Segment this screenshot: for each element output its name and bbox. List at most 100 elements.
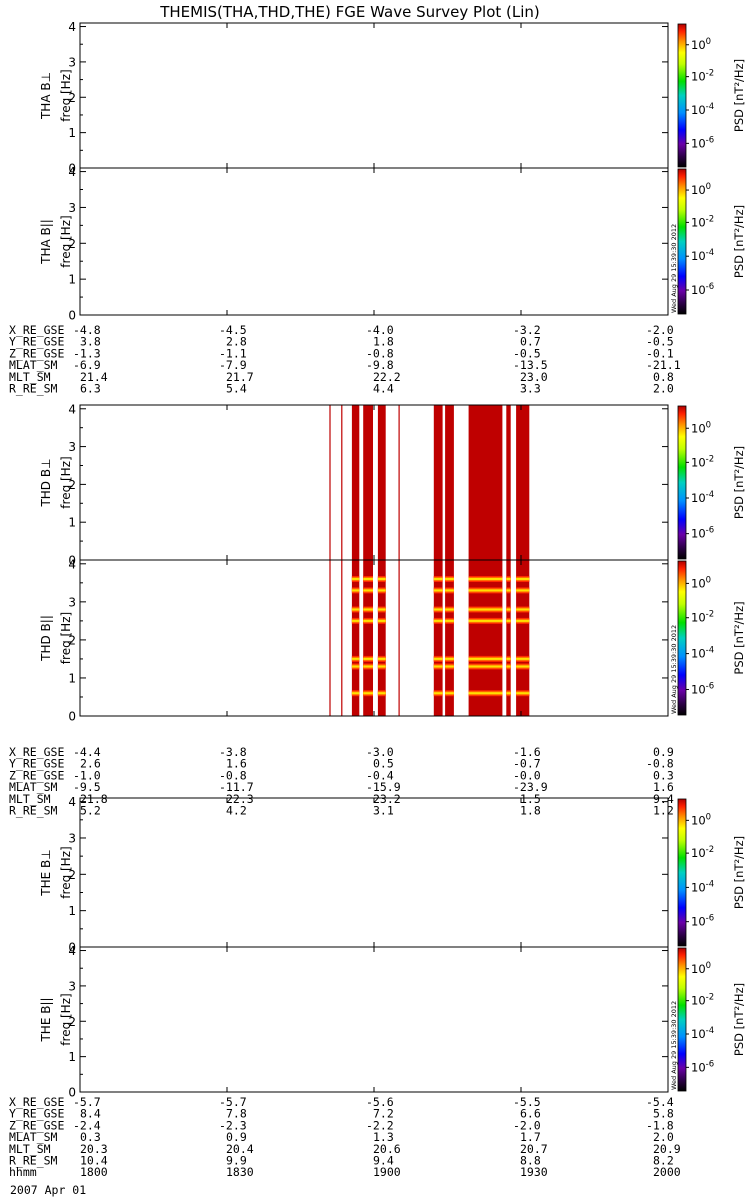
orbit-value: -2.0	[513, 1118, 541, 1132]
orbit-row-label: MLAT_SM	[9, 358, 58, 372]
harmonic-line	[506, 608, 511, 611]
harmonic-line	[445, 619, 454, 622]
harmonic-line	[468, 608, 503, 611]
y-axis-label: freq [Hz]	[59, 69, 73, 121]
harmonic-line	[468, 578, 503, 580]
colorbar-tick-label: 10-4	[691, 879, 714, 894]
spectrogram-panel-thd-par: 0 1 2 3 4 THD B|| freq [Hz] 100 10-2 10-4 10-6 PSD …	[39, 557, 746, 723]
orbit-value: 3.8	[80, 335, 101, 349]
panel-frame	[79, 404, 669, 561]
orbit-value: -3.0	[366, 745, 394, 759]
y-tick-label: 4	[68, 944, 76, 958]
harmonic-line	[506, 665, 511, 668]
y-tick-label: 3	[68, 440, 76, 454]
orbit-value: 20.3	[80, 1142, 108, 1156]
harmonic-line	[445, 578, 454, 580]
orbit-value: -9.8	[366, 358, 394, 372]
orbit-value: 8.4	[80, 1107, 101, 1121]
orbit-value: -0.8	[219, 768, 247, 782]
burst-band	[445, 560, 454, 716]
spectrogram-panels: 0 1 2 3 4 THA B⊥ freq [Hz] 100 10-2 10-4 10-6 PSD […	[39, 20, 746, 1099]
y-tick-label: 4	[68, 402, 76, 416]
orbit-value: -6.9	[73, 358, 101, 372]
burst-band	[398, 560, 400, 716]
orbit-value: -1.3	[73, 346, 101, 360]
orbit-value: 8.8	[520, 1154, 541, 1168]
orbit-value: 21.8	[80, 792, 108, 806]
orbit-value: -5.7	[73, 1095, 101, 1109]
orbit-value: -21.1	[646, 358, 681, 372]
colorbar-tick-label: 100	[691, 812, 711, 827]
colorbar-tick-label: 10-4	[691, 1026, 714, 1041]
harmonic-line	[506, 657, 511, 660]
orbit-value: -1.1	[219, 346, 247, 360]
orbit-value: -2.2	[366, 1118, 394, 1132]
burst-band	[351, 560, 360, 716]
orbit-row-label: R_RE_SM	[9, 804, 58, 818]
colorbar-tick-label: 10-4	[691, 248, 714, 263]
panel-frame	[79, 22, 669, 169]
y-tick-label: 2	[68, 868, 76, 882]
orbit-value: 22.2	[373, 370, 401, 384]
orbit-value: -15.9	[366, 780, 401, 794]
orbit-value: -4.5	[219, 323, 247, 337]
burst-band	[398, 405, 400, 560]
orbit-value: 1930	[520, 1165, 548, 1179]
panel-label: THA B⊥	[39, 72, 53, 120]
harmonic-line	[377, 619, 386, 622]
harmonic-line	[468, 589, 503, 592]
spectrogram-panel-tha-perp: 0 1 2 3 4 THA B⊥ freq [Hz] 100 10-2 10-4 10-6 PSD […	[39, 20, 746, 175]
panel-frame	[79, 559, 669, 717]
orbit-value: 1800	[80, 1165, 108, 1179]
orbit-value: -5.7	[219, 1095, 247, 1109]
harmonic-line	[445, 692, 454, 695]
orbit-value: 7.8	[226, 1107, 247, 1121]
colorbar-tick-label: 10-6	[691, 681, 714, 696]
y-tick-label: 1	[68, 126, 76, 140]
orbit-row-label: hhmm	[9, 1165, 37, 1179]
orbit-value: -2.3	[219, 1118, 247, 1132]
panel-frame	[79, 797, 669, 948]
orbit-row-label: MLAT_SM	[9, 780, 58, 794]
orbit-value: -1.0	[73, 768, 101, 782]
colorbar-label: PSD [nT²/Hz]	[732, 601, 746, 674]
burst-band	[468, 560, 503, 716]
y-axis-label: freq [Hz]	[59, 846, 73, 898]
orbit-value: 3.3	[520, 382, 541, 396]
panel-frame	[79, 946, 669, 1093]
colorbar-tick-label: 10-6	[691, 282, 714, 297]
figure-title: THEMIS(THA,THD,THE) FGE Wave Survey Plot…	[159, 3, 540, 21]
harmonic-line	[433, 608, 443, 611]
y-tick-label: 3	[68, 979, 76, 993]
colorbar-tick-label: 10-6	[691, 526, 714, 541]
orbit-value: -0.5	[513, 346, 541, 360]
orbit-value: 2000	[653, 1165, 681, 1179]
orbit-row-label: Y_RE_GSE	[9, 335, 64, 349]
burst-band	[351, 405, 360, 560]
orbit-value: 6.6	[520, 1107, 541, 1121]
orbit-row-label: R_RE_SM	[9, 382, 58, 396]
colorbar-tick-label: 10-4	[691, 646, 714, 661]
harmonic-line	[363, 692, 373, 695]
y-tick-label: 1	[68, 516, 76, 530]
burst-band	[329, 405, 331, 560]
harmonic-line	[516, 589, 530, 592]
orbit-row-label: X_RE_GSE	[9, 1095, 64, 1109]
harmonic-line	[363, 657, 373, 660]
y-axis-label: freq [Hz]	[59, 993, 73, 1045]
orbit-value: 1.8	[373, 335, 394, 349]
y-tick-label: 0	[68, 710, 76, 724]
orbit-value: -1.6	[513, 745, 541, 759]
colorbar-tick-label: 10-2	[691, 610, 714, 625]
harmonic-line	[351, 692, 360, 695]
y-tick-label: 0	[68, 1086, 76, 1100]
colorbar-tick-label: 10-2	[691, 993, 714, 1008]
y-tick-label: 3	[68, 55, 76, 69]
orbit-value: -0.8	[366, 346, 394, 360]
orbit-value: 2.6	[80, 757, 101, 771]
harmonic-line	[363, 578, 373, 580]
timestamp: Wed Aug 29 15:39:30 2012	[670, 1001, 678, 1090]
orbit-value: 1.8	[520, 804, 541, 818]
harmonic-line	[433, 619, 443, 622]
orbit-value: 0.7	[520, 335, 541, 349]
